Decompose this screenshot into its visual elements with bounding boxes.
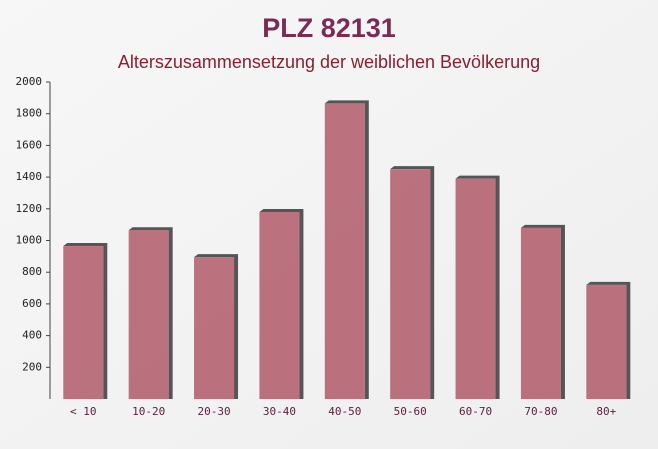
x-tick-label: < 10 <box>70 405 97 418</box>
bar <box>194 257 235 399</box>
x-tick-label: 10-20 <box>132 405 165 418</box>
chart-title: PLZ 82131 <box>262 13 396 43</box>
y-tick-label: 800 <box>22 265 42 278</box>
x-tick-label: 80+ <box>596 405 616 418</box>
y-tick-label: 1200 <box>16 202 43 215</box>
bar <box>63 246 104 399</box>
y-tick-label: 1000 <box>16 234 43 247</box>
bar <box>455 178 496 399</box>
bar <box>324 103 365 400</box>
y-tick-label: 200 <box>22 360 42 373</box>
y-tick-label: 1600 <box>16 138 43 151</box>
bar <box>586 284 627 399</box>
y-tick-label: 1800 <box>16 107 43 120</box>
chart-subtitle: Alterszusammensetzung der weiblichen Bev… <box>118 52 540 72</box>
x-tick-label: 20-30 <box>197 405 230 418</box>
x-tick-label: 70-80 <box>524 405 557 418</box>
x-tick-label: 30-40 <box>263 405 296 418</box>
bar <box>520 227 561 399</box>
y-tick-label: 2000 <box>16 75 43 88</box>
y-tick-label: 1400 <box>16 170 43 183</box>
bar <box>259 211 300 399</box>
x-tick-label: 50-60 <box>394 405 427 418</box>
x-tick-label: 60-70 <box>459 405 492 418</box>
bar <box>128 230 169 399</box>
y-tick-label: 400 <box>22 329 42 342</box>
y-tick-label: 600 <box>22 297 42 310</box>
x-tick-label: 40-50 <box>328 405 361 418</box>
bar <box>390 169 431 399</box>
